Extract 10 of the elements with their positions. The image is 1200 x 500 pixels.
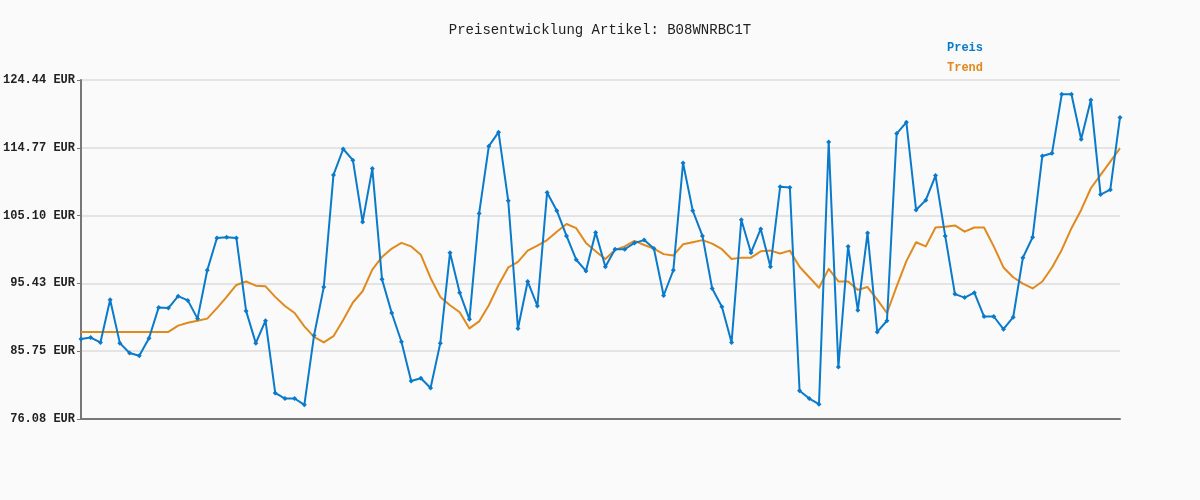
- y-tick-label: 76.08 EUR: [10, 412, 76, 426]
- line-series: [80, 147, 1121, 344]
- y-tick-label: 124.44 EUR: [3, 73, 76, 87]
- y-tick-label: 85.75 EUR: [10, 344, 76, 359]
- text: Trend: [946, 61, 984, 75]
- chart-title: Preisentwicklung Artikel: B08WNRBC1T: [448, 22, 752, 38]
- y-tick-label: 95.43 EUR: [10, 276, 76, 291]
- y-tick-label: 105.10 EUR: [3, 208, 76, 223]
- text: Preis: [946, 41, 984, 55]
- y-tick-label: 114.77 EUR: [3, 140, 76, 155]
